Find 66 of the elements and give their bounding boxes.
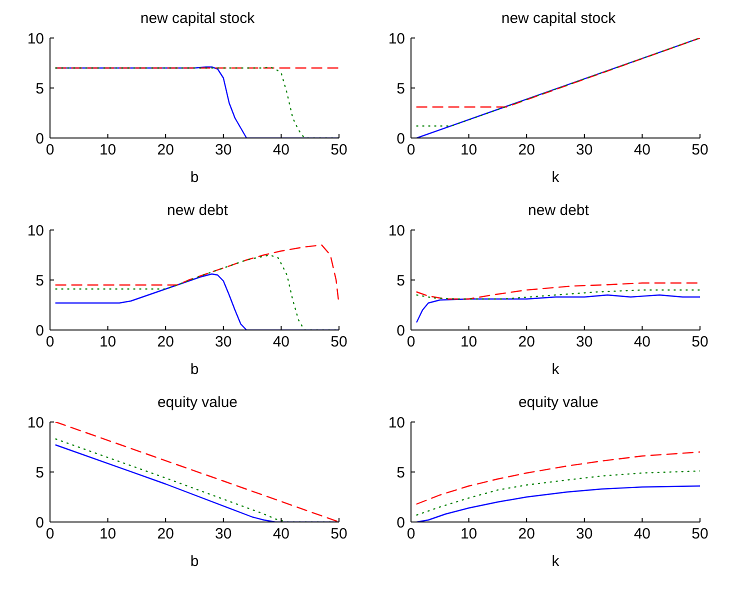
x-tick-label: 40: [272, 334, 290, 351]
y-tick-label: 10: [27, 414, 44, 432]
y-tick-label: 5: [396, 80, 405, 98]
x-tick-label: 30: [215, 334, 232, 351]
x-tick-label: 40: [634, 142, 651, 159]
line-series: [416, 289, 700, 300]
y-tick-label: 10: [388, 222, 405, 240]
x-axis-title: b: [190, 361, 199, 378]
x-tick-label: 50: [692, 526, 708, 543]
x-tick-label: 40: [272, 142, 290, 159]
x-tick-label: 50: [692, 334, 708, 351]
line-series: [416, 485, 700, 522]
x-tick-label: 20: [518, 526, 535, 543]
y-tick-label: 10: [388, 30, 405, 48]
y-tick-label: 10: [27, 30, 44, 48]
y-tick-label: 5: [36, 464, 44, 482]
x-tick-label: 10: [99, 142, 116, 159]
x-tick-label: 10: [460, 142, 478, 159]
y-tick-label: 5: [396, 464, 405, 482]
x-tick-label: 40: [272, 526, 290, 543]
chart-title: new debt: [527, 201, 590, 221]
x-axis-title: k: [552, 361, 560, 378]
x-axis-title: b: [190, 169, 199, 186]
x-tick-label: 20: [157, 142, 174, 159]
x-tick-label: 10: [99, 334, 116, 351]
chart-title: equity value: [156, 393, 239, 413]
x-tick-label: 30: [576, 334, 593, 351]
chart-title: equity value: [517, 393, 600, 413]
x-tick-label: 20: [157, 526, 174, 543]
x-tick-label: 20: [518, 334, 535, 351]
y-tick-label: 5: [396, 272, 405, 290]
x-axis-title: k: [552, 169, 560, 186]
x-tick-label: 10: [460, 334, 478, 351]
chart-title: new capital stock: [500, 9, 617, 29]
x-tick-label: 50: [330, 334, 348, 351]
x-tick-label: 40: [634, 526, 651, 543]
x-tick-label: 30: [215, 142, 232, 159]
x-tick-label: 20: [518, 142, 535, 159]
y-tick-label: 0: [36, 514, 44, 532]
y-tick-label: 10: [388, 414, 405, 432]
x-axis-title: b: [190, 553, 199, 570]
y-tick-label: 0: [396, 322, 405, 340]
x-tick-label: 30: [215, 526, 232, 543]
line-series: [416, 451, 700, 505]
x-tick-label: 10: [99, 526, 116, 543]
y-tick-label: 0: [36, 130, 44, 148]
x-tick-label: 40: [634, 334, 651, 351]
y-tick-label: 0: [36, 322, 44, 340]
x-tick-label: 50: [330, 526, 348, 543]
line-series: [416, 470, 700, 516]
chart-title: new debt: [166, 201, 229, 221]
x-axis-title: k: [552, 553, 560, 570]
y-tick-label: 0: [396, 130, 405, 148]
y-tick-label: 5: [36, 272, 44, 290]
y-tick-label: 10: [27, 222, 44, 240]
line-series: [416, 282, 700, 300]
x-tick-label: 50: [330, 142, 348, 159]
x-tick-label: 50: [692, 142, 708, 159]
x-tick-label: 30: [576, 526, 593, 543]
x-tick-label: 10: [460, 526, 478, 543]
x-tick-label: 20: [157, 334, 174, 351]
chart-title: new capital stock: [139, 9, 256, 29]
y-tick-label: 5: [36, 80, 44, 98]
y-tick-label: 0: [396, 514, 405, 532]
x-tick-label: 30: [576, 142, 593, 159]
line-series: [416, 294, 700, 323]
